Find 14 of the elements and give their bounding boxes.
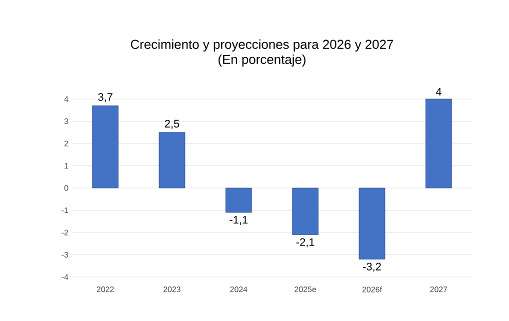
data-label: -3,2 bbox=[363, 262, 381, 272]
data-label: -2,1 bbox=[296, 238, 314, 248]
bar bbox=[292, 188, 319, 235]
bar bbox=[425, 98, 452, 188]
bar bbox=[358, 188, 386, 260]
data-label: -1,1 bbox=[230, 216, 248, 225]
chart-title: Crecimiento y proyecciones para 2026 y 2027 bbox=[130, 39, 394, 52]
bar bbox=[158, 132, 186, 188]
data-label: 3,7 bbox=[98, 93, 112, 102]
bar bbox=[92, 105, 119, 188]
data-label: 2,5 bbox=[164, 120, 180, 129]
bar bbox=[225, 188, 252, 213]
chart-subtitle: (En porcentaje) bbox=[218, 54, 306, 67]
data-label: 4 bbox=[436, 88, 442, 96]
